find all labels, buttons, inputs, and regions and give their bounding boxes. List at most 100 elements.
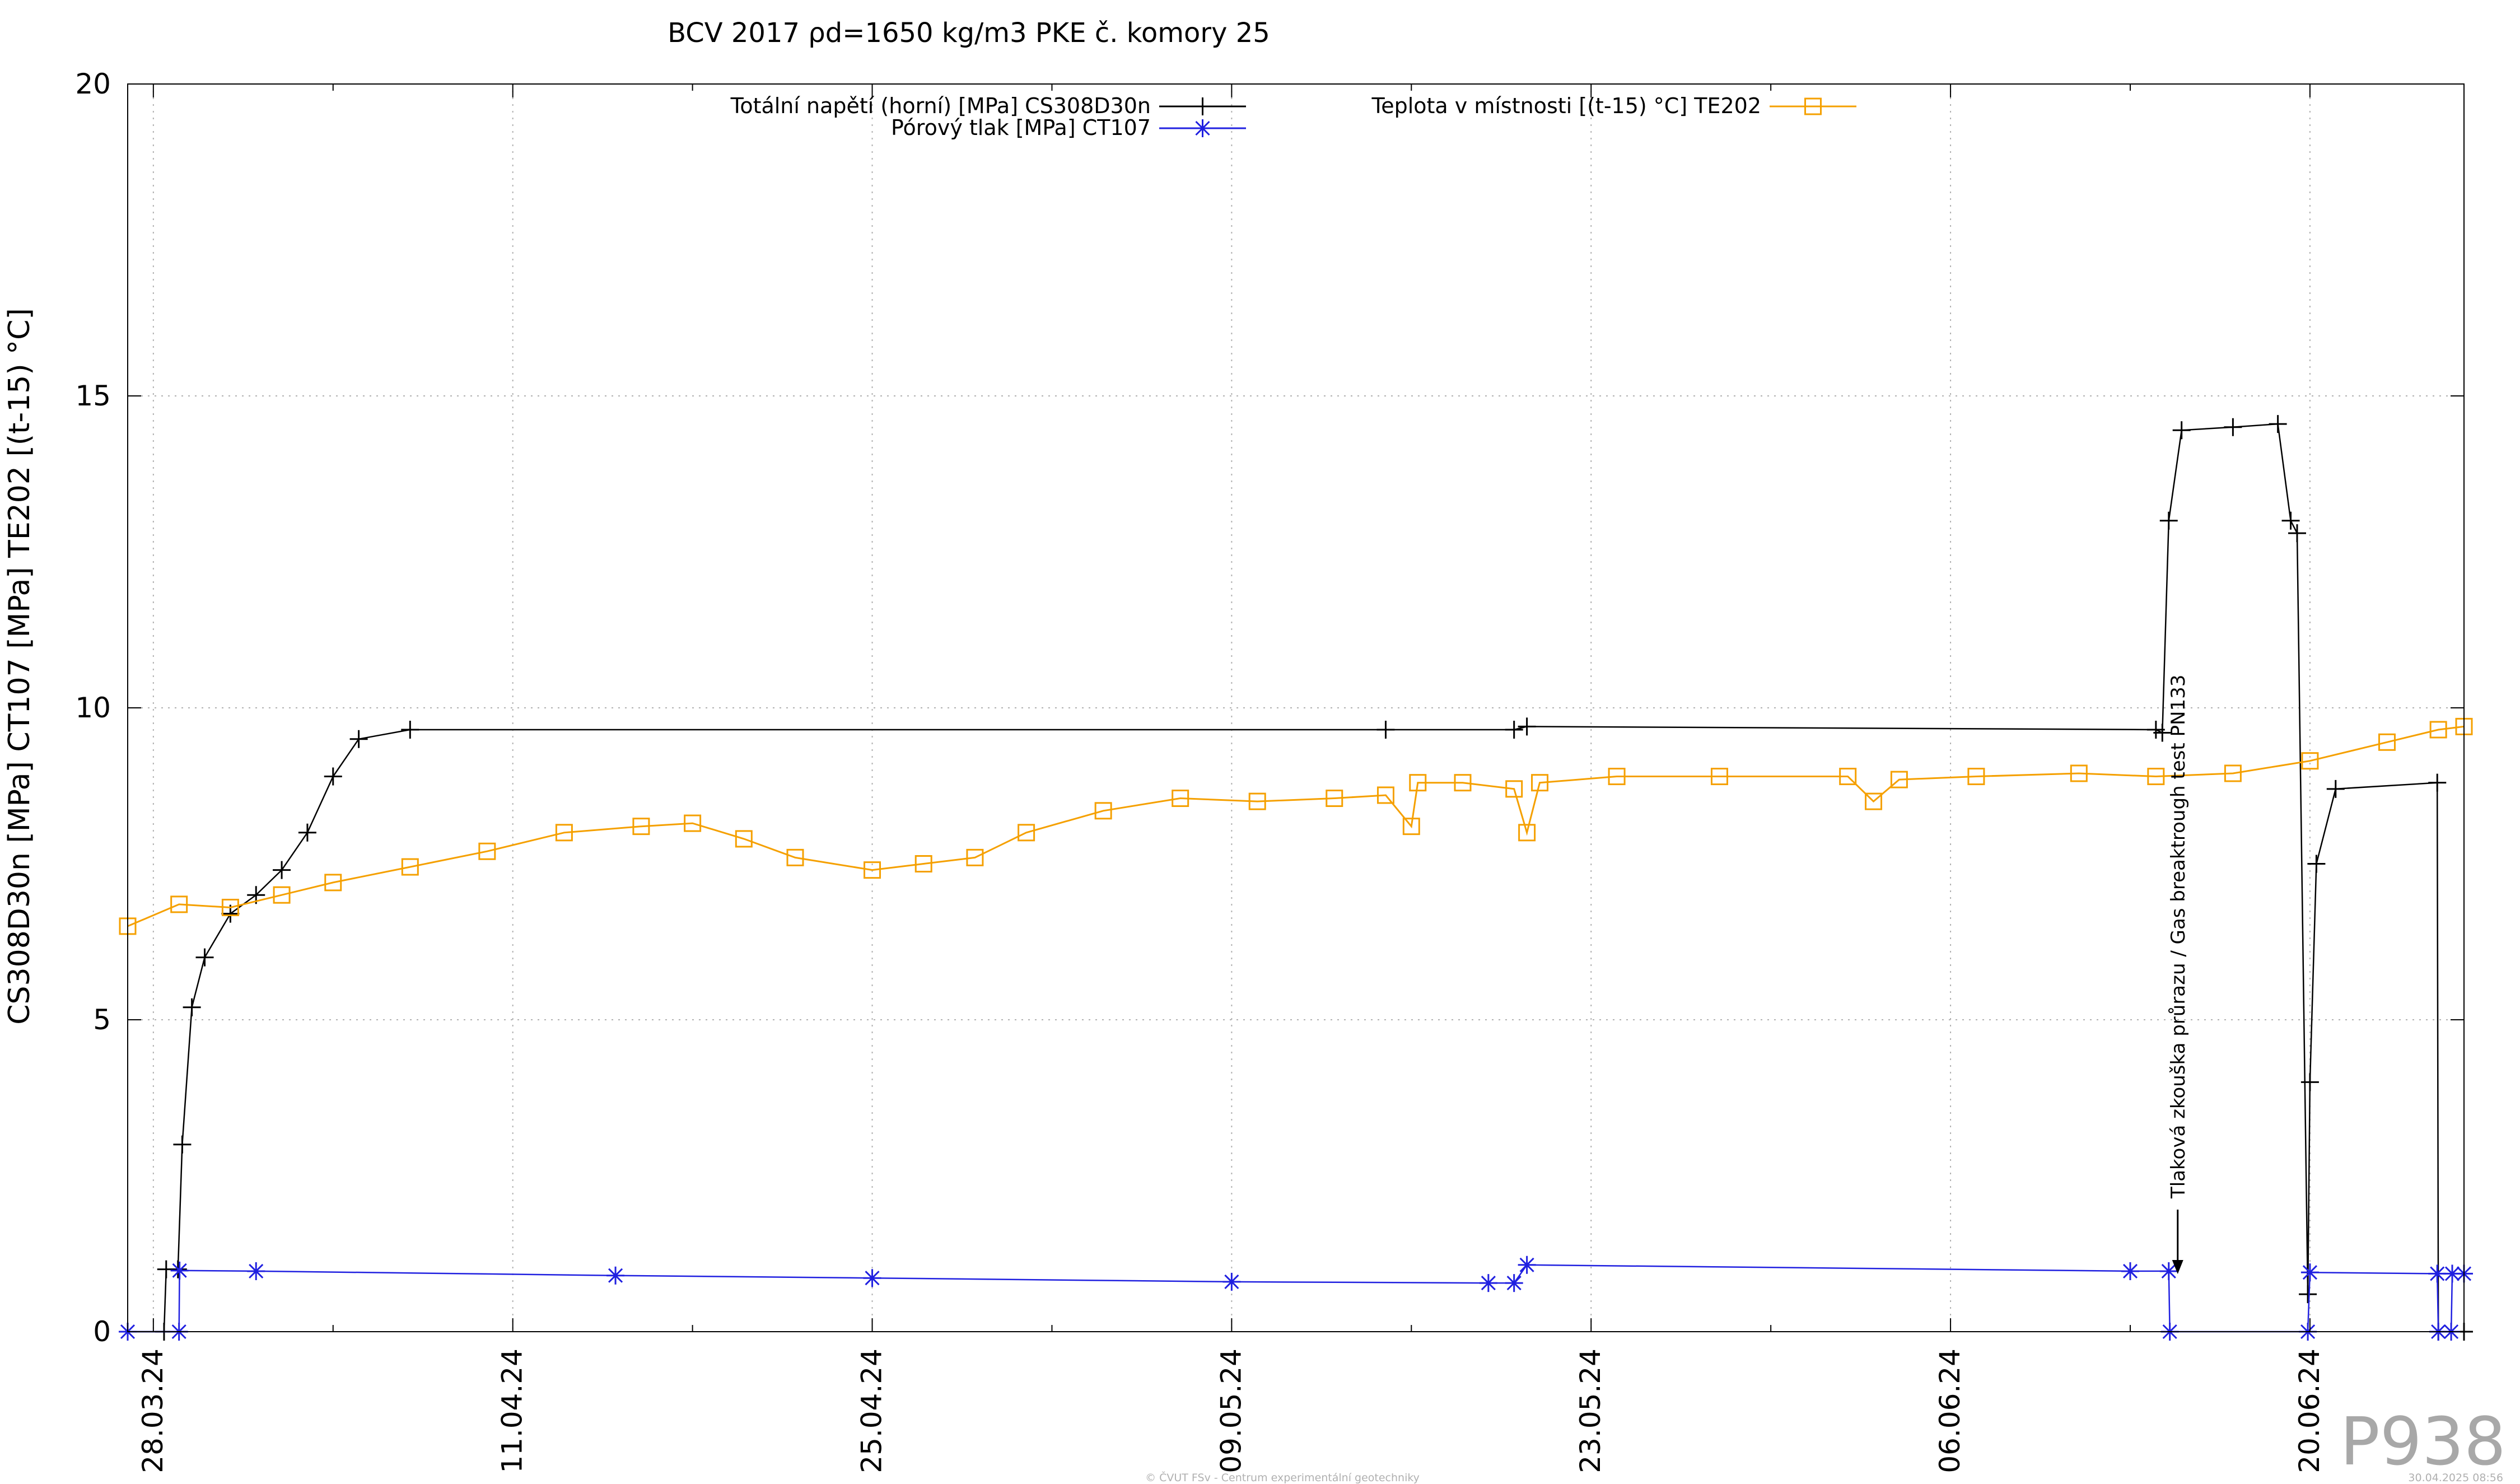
marker-stroke (2159, 511, 2178, 530)
data-point-pore-pressure (2159, 1262, 2178, 1280)
marker-stroke (1222, 1272, 1241, 1291)
data-point-total-stress (2224, 418, 2242, 436)
data-point-room-temperature (786, 848, 804, 866)
data-point-room-temperature (2070, 764, 2088, 782)
marker-stroke (1479, 1274, 1497, 1292)
marker-stroke (2307, 855, 2326, 873)
marker-stroke (2299, 1285, 2317, 1304)
gas-test-annotation: Tlaková zkouška průrazu / Gas breaktroug… (2167, 675, 2190, 1274)
marker-stroke (1804, 97, 1822, 115)
data-point-room-temperature (1505, 780, 1523, 798)
marker-stroke (1967, 768, 1985, 786)
marker-stroke (1193, 97, 1212, 115)
data-point-room-temperature (1518, 824, 1536, 842)
data-point-room-temperature (2147, 768, 2165, 786)
data-point-room-temperature (2378, 733, 2396, 751)
data-point-total-stress (1376, 720, 1395, 739)
marker-stroke (1890, 771, 1908, 788)
marker-stroke (1518, 717, 1536, 736)
data-point-room-temperature (1248, 792, 1266, 810)
marker-stroke (555, 824, 573, 842)
y-tick-label: 20 (75, 68, 111, 100)
data-point-room-temperature (1710, 768, 1728, 786)
marker-stroke (2288, 524, 2306, 543)
data-point-room-temperature (401, 858, 419, 876)
marker-stroke (247, 1262, 265, 1280)
data-point-room-temperature (864, 861, 881, 879)
data-point-total-stress (2299, 1285, 2317, 1304)
data-point-total-stress (2269, 415, 2287, 433)
series-total-stress (119, 415, 2473, 1341)
data-point-pore-pressure (1479, 1274, 1497, 1292)
legend-marker (1804, 97, 1822, 115)
marker-stroke (1248, 792, 1266, 810)
marker-stroke (2378, 733, 2396, 751)
legend-label-room-temperature: Teplota v místnosti [(t-15) °C] TE202 (1371, 94, 1761, 118)
marker-stroke (1505, 780, 1523, 798)
data-point-total-stress (401, 720, 419, 739)
gas-test-annotation-label: Tlaková zkouška průrazu / Gas breaktroug… (2167, 675, 2190, 1199)
marker-stroke (183, 998, 201, 1016)
data-point-room-temperature (1326, 790, 1343, 808)
axes: 0 5 10 15 20 28.03.24 11.04.24 25.04.24 09.05.24… (75, 68, 2464, 1473)
chart-grid (128, 84, 2464, 1332)
marker-stroke (2224, 418, 2242, 436)
marker-stroke (221, 898, 239, 916)
marker-stroke (170, 1261, 189, 1280)
data-point-room-temperature (914, 855, 932, 872)
marker-stroke (1018, 824, 1035, 842)
marker-stroke (2159, 1262, 2178, 1280)
marker-stroke (2301, 752, 2319, 770)
data-point-pore-pressure (863, 1269, 881, 1287)
marker-stroke (2121, 1262, 2139, 1280)
marker-stroke (298, 823, 316, 842)
legend-label-total-stress: Totální napětí (horní) [MPa] CS308D30n (730, 94, 1151, 118)
data-point-room-temperature (684, 814, 702, 832)
x-tick-label: 28.03.24 (137, 1348, 169, 1473)
legend-sample-room-temperature (1770, 97, 1856, 115)
data-point-room-temperature (2429, 721, 2447, 739)
data-point-total-stress (2300, 1073, 2319, 1091)
marker-stroke (2070, 764, 2088, 782)
marker-stroke (2300, 1263, 2319, 1282)
legend-marker (1193, 97, 1212, 115)
gas-test-annotation-arrowhead (2172, 1260, 2183, 1274)
series-line-room-temperature (127, 725, 2465, 927)
marker-stroke (324, 767, 342, 786)
data-point-room-temperature (1402, 818, 1420, 836)
data-point-total-stress (2281, 511, 2300, 530)
data-point-room-temperature (2301, 752, 2319, 770)
watermark: P938 (2340, 1403, 2506, 1480)
data-point-room-temperature (966, 848, 984, 866)
legend-sample-total-stress (1159, 97, 1246, 115)
data-point-total-stress (2172, 421, 2191, 440)
data-point-total-stress (1505, 720, 1523, 739)
data-point-total-stress (298, 823, 316, 842)
x-tick-label: 06.06.24 (1934, 1348, 1966, 1473)
data-point-room-temperature (170, 895, 188, 913)
marker-stroke (401, 858, 419, 876)
series-line-pore-pressure (128, 1264, 2464, 1333)
marker-stroke (1409, 774, 1427, 792)
data-point-pore-pressure (170, 1261, 189, 1280)
data-point-total-stress (173, 1135, 192, 1154)
marker-stroke (1193, 119, 1212, 137)
data-point-room-temperature (221, 898, 239, 916)
marker-stroke (1518, 824, 1536, 842)
marker-stroke (2269, 415, 2287, 433)
marker-stroke (2428, 773, 2447, 792)
marker-stroke (1376, 720, 1395, 739)
marker-stroke (864, 861, 881, 879)
data-point-pore-pressure (2300, 1263, 2319, 1282)
marker-stroke (1608, 768, 1626, 786)
marker-stroke (2429, 721, 2447, 739)
marker-stroke (324, 874, 342, 892)
data-point-room-temperature (1890, 771, 1908, 788)
marker-stroke (1518, 1256, 1536, 1274)
data-point-pore-pressure (606, 1266, 625, 1285)
marker-stroke (1402, 818, 1420, 836)
marker-stroke (1839, 768, 1857, 786)
data-point-pore-pressure (247, 1262, 265, 1280)
marker-stroke (2153, 724, 2172, 742)
data-point-room-temperature (1608, 768, 1626, 786)
